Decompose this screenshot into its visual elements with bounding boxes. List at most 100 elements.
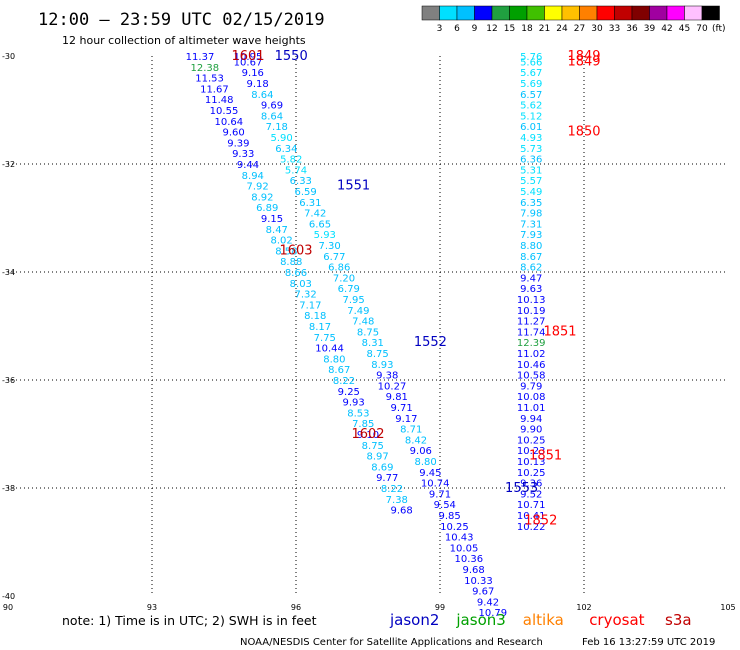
colorbar-swatch — [421, 5, 440, 21]
wave-height-value: 8.53 — [347, 408, 369, 419]
wave-height-value: 8.42 — [405, 435, 427, 446]
footer-note: note: 1) Time is in UTC; 2) SWH is in fe… — [62, 613, 317, 628]
wave-height-value: 5.74 — [285, 165, 307, 176]
colorbar-swatch — [631, 5, 650, 21]
wave-height-value: 8.80 — [520, 241, 542, 252]
wave-height-value: 11.37 — [186, 52, 215, 63]
wave-height-value: 8.75 — [366, 349, 388, 360]
pass-number-label: 1849 — [567, 49, 600, 64]
wave-height-value: 6.36 — [520, 155, 542, 166]
wave-height-value: 8.18 — [304, 311, 326, 322]
wave-height-value: 6.89 — [256, 203, 278, 214]
wave-height-value: 7.20 — [333, 273, 355, 284]
wave-height-value: 11.48 — [205, 95, 234, 106]
wave-height-value: 9.90 — [520, 425, 542, 436]
colorbar-label: 30 — [591, 24, 603, 34]
wave-height-value: 9.44 — [237, 160, 259, 171]
wave-height-value: 10.23 — [517, 446, 546, 457]
wave-height-value: 6.33 — [290, 176, 312, 187]
wave-height-value: 10.22 — [517, 522, 546, 533]
colorbar-label: 12 — [486, 24, 497, 34]
colorbar-swatch — [649, 5, 668, 21]
wave-height-value: 7.92 — [246, 182, 268, 193]
pass-number-label: 1552 — [414, 335, 447, 350]
satellite-legend-jason3: jason3 — [455, 611, 505, 629]
pass-number-label: 1550 — [275, 49, 308, 64]
wave-height-value: 8.93 — [371, 360, 393, 371]
wave-height-value: 9.93 — [342, 398, 364, 409]
wave-height-value: 5.31 — [520, 165, 542, 176]
colorbar-swatch — [666, 5, 685, 21]
wave-height-value: 10.05 — [450, 543, 479, 554]
wave-height-value: 9.68 — [390, 506, 412, 517]
wave-height-value: 9.67 — [472, 587, 494, 598]
axis-ticks: 90 93 96 99 102 105 -30 -32 -34 -36 -38 -40 — [2, 52, 736, 612]
wave-height-value: 8.75 — [357, 327, 379, 338]
colorbar-unit: (ft) — [712, 24, 726, 34]
wave-height-value: 9.63 — [520, 284, 542, 295]
pass-number-label: 1850 — [567, 125, 600, 140]
pass-number-label: 1849 — [567, 54, 600, 69]
wave-height-value: 10.64 — [214, 117, 243, 128]
wave-height-value: 5.12 — [520, 111, 542, 122]
wave-height-value: 9.60 — [222, 128, 244, 139]
wave-height-value: 5.73 — [520, 144, 542, 155]
wave-height-value: 5.93 — [314, 230, 336, 241]
satellite-legend-altika: altika — [523, 611, 564, 629]
wave-height-value: 10.19 — [517, 306, 546, 317]
wave-height-value: 9.06 — [410, 446, 432, 457]
colorbar-swatch — [684, 5, 703, 21]
pass-number-label: 1601 — [231, 49, 264, 64]
wave-height-value: 9.85 — [438, 511, 460, 522]
y-tick-label: -40 — [2, 592, 15, 601]
wave-height-value: 10.25 — [440, 522, 469, 533]
wave-height-value: 5.57 — [520, 176, 542, 187]
satellite-legend: jason2 jason3 altika cryosat s3a — [389, 611, 692, 629]
wave-height-value: 10.44 — [315, 344, 344, 355]
wave-height-value: 7.98 — [520, 209, 542, 220]
wave-height-value: 10.25 — [517, 468, 546, 479]
satellite-legend-cryosat: cryosat — [589, 611, 644, 629]
wave-height-value: 10.25 — [517, 435, 546, 446]
wave-height-value: 9.71 — [390, 403, 412, 414]
wave-height-value: 8.31 — [362, 338, 384, 349]
wave-height-value: 11.74 — [517, 327, 546, 338]
colorbar-label: 27 — [574, 24, 585, 34]
wave-height-value: 9.39 — [227, 138, 249, 149]
wave-height-value: 8.22 — [333, 376, 355, 387]
wave-height-value: 7.17 — [299, 300, 321, 311]
wave-height-value: 7.93 — [520, 230, 542, 241]
wave-height-value: 7.95 — [342, 295, 364, 306]
wave-height-value: 6.77 — [323, 252, 345, 263]
x-tick-label: 93 — [147, 603, 157, 612]
wave-height-value: 7.32 — [294, 290, 316, 301]
colorbar-swatch — [474, 5, 493, 21]
wave-height-value: 7.38 — [386, 495, 408, 506]
wave-height-value: 10.27 — [378, 381, 407, 392]
wave-height-value: 6.59 — [294, 187, 316, 198]
wave-height-value: 6.31 — [299, 198, 321, 209]
wave-height-value: 8.17 — [309, 322, 331, 333]
wave-height-value: 7.48 — [352, 317, 374, 328]
x-tick-label: 90 — [3, 603, 13, 612]
wave-height-value: 9.54 — [434, 500, 456, 511]
y-tick-label: -30 — [2, 52, 15, 61]
wave-height-value: 8.64 — [251, 90, 273, 101]
pass-number-label: 1551 — [337, 179, 370, 194]
wave-height-value: 8.64 — [261, 111, 283, 122]
wave-height-value: 9.71 — [429, 489, 451, 500]
colorbar-swatch — [561, 5, 580, 21]
colorbar-label: 9 — [472, 24, 478, 34]
wave-height-value: 7.31 — [520, 219, 542, 230]
colorbar-label: 33 — [609, 24, 620, 34]
wave-height-value: 9.68 — [462, 565, 484, 576]
wave-height-value: 9.36 — [520, 479, 542, 490]
wave-height-value: 11.01 — [517, 403, 546, 414]
colorbar-label: 45 — [679, 24, 690, 34]
wave-height-value: 9.10 — [357, 430, 379, 441]
colorbar-swatch — [544, 5, 563, 21]
grid-lines — [8, 56, 728, 596]
colorbar-label: 15 — [504, 24, 515, 34]
wave-height-value: 8.92 — [251, 192, 273, 203]
